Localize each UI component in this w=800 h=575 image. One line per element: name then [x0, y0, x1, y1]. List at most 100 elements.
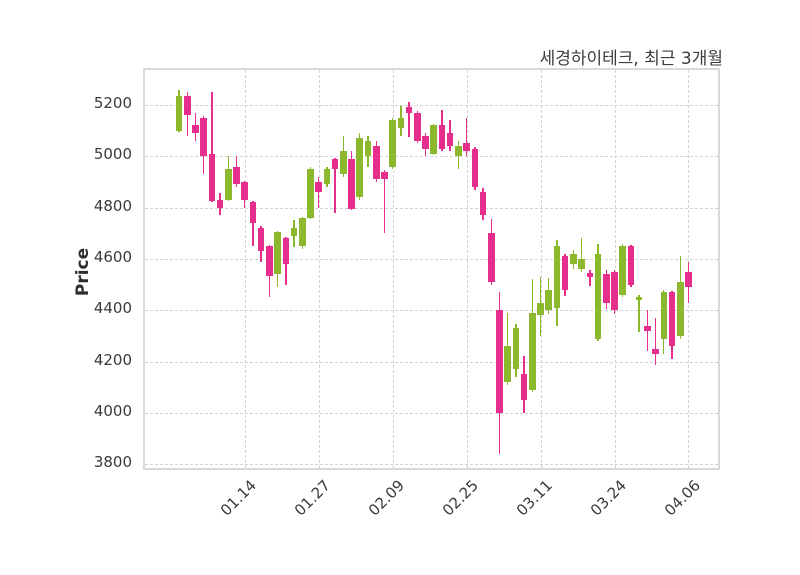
x-gridline	[614, 70, 616, 468]
candle-down-body	[586, 273, 594, 277]
candle-down-body	[282, 238, 290, 265]
candle-up-body	[512, 328, 520, 370]
x-tick-label: 01.14	[216, 476, 260, 520]
candle-down-body	[348, 158, 355, 209]
y-tick-label: 4400	[93, 299, 132, 318]
candle-up-body	[364, 140, 372, 157]
y-gridline	[145, 258, 718, 260]
candle-down-body	[463, 143, 470, 152]
candle-down-wick	[408, 102, 410, 137]
candle-down-body	[479, 192, 487, 216]
y-gridline	[145, 464, 718, 466]
y-gridline	[145, 207, 718, 209]
candle-down-wick	[383, 170, 386, 234]
x-gridline	[318, 70, 320, 468]
candle-down-wick	[654, 317, 657, 366]
candle-up-body	[553, 246, 561, 308]
candle-down-body	[266, 246, 273, 276]
candle-down-body	[249, 202, 257, 223]
candle-down-wick	[211, 92, 213, 203]
candle-up-body	[635, 297, 643, 300]
x-tick-label: 03.24	[586, 476, 630, 520]
candle-down-body	[438, 125, 446, 149]
chart-title: 세경하이테크, 최근 3개월	[539, 49, 723, 69]
x-gridline	[466, 70, 468, 468]
candle-up-body	[660, 292, 668, 339]
candle-down-body	[381, 171, 388, 180]
candle-up-body	[619, 246, 626, 295]
candle-up-body	[430, 125, 438, 154]
candle-down-body	[241, 181, 249, 200]
y-gridline	[145, 156, 718, 158]
y-gridline	[145, 412, 718, 414]
candle-up-body	[504, 346, 511, 383]
x-tick-label: 02.09	[364, 476, 408, 520]
candle-up-body	[356, 138, 364, 198]
candle-up-body	[175, 95, 183, 131]
candle-up-body	[570, 253, 577, 265]
plot-area	[143, 68, 720, 470]
candle-down-body	[496, 310, 503, 413]
y-tick-label: 4600	[93, 247, 132, 266]
y-tick-label: 5000	[93, 145, 132, 164]
candle-up-body	[578, 258, 585, 270]
candle-up-body	[455, 145, 462, 157]
y-tick-label: 5200	[93, 93, 132, 112]
candle-up-body	[307, 169, 314, 218]
candle-down-body	[611, 271, 618, 311]
candle-up-body	[323, 169, 331, 185]
x-tick-label: 03.11	[512, 476, 556, 520]
candle-down-body	[200, 117, 207, 157]
candle-up-wick	[580, 238, 583, 272]
candle-down-body	[405, 107, 413, 113]
candle-down-body	[685, 271, 692, 288]
candle-up-body	[389, 120, 396, 167]
candle-down-body	[520, 374, 528, 401]
candle-up-body	[537, 302, 544, 316]
x-tick-label: 01.27	[290, 476, 334, 520]
candle-up-body	[545, 289, 553, 311]
x-gridline	[392, 70, 394, 468]
x-gridline	[244, 70, 246, 468]
candle-down-body	[192, 125, 199, 134]
candle-down-body	[208, 153, 216, 202]
candle-down-body	[422, 135, 429, 149]
candle-down-wick	[589, 270, 591, 286]
candle-down-body	[183, 95, 191, 116]
candle-down-wick	[334, 157, 336, 213]
candle-up-body	[340, 151, 347, 175]
candle-up-body	[397, 117, 405, 128]
candle-down-body	[627, 246, 635, 285]
candle-down-body	[446, 133, 454, 146]
candle-up-wick	[638, 294, 640, 333]
candle-down-body	[413, 112, 421, 141]
candle-down-body	[652, 348, 659, 354]
candle-down-body	[644, 325, 651, 331]
x-tick-label: 04.06	[660, 476, 704, 520]
candle-down-wick	[465, 117, 468, 157]
candle-up-body	[290, 228, 298, 236]
y-tick-label: 4200	[93, 350, 132, 369]
candle-up-body	[594, 253, 602, 339]
y-tick-label: 4800	[93, 196, 132, 215]
candle-down-body	[216, 199, 224, 208]
candle-down-body	[487, 233, 495, 283]
candle-up-body	[529, 312, 536, 390]
y-tick-label: 3800	[93, 453, 132, 472]
candle-down-body	[372, 145, 380, 180]
candle-up-body	[676, 282, 684, 336]
candle-down-body	[233, 166, 240, 185]
x-tick-label: 02.25	[438, 476, 482, 520]
candle-up-body	[274, 231, 281, 275]
candle-down-body	[561, 256, 569, 290]
x-gridline	[540, 70, 542, 468]
candle-up-body	[298, 217, 306, 247]
y-gridline	[145, 104, 718, 106]
y-gridline	[145, 310, 718, 312]
candle-down-body	[257, 228, 265, 252]
y-tick-label: 4000	[93, 401, 132, 420]
candle-up-body	[225, 169, 232, 200]
candle-down-body	[315, 181, 322, 193]
candle-down-body	[331, 158, 339, 170]
candle-down-wick	[646, 310, 649, 352]
